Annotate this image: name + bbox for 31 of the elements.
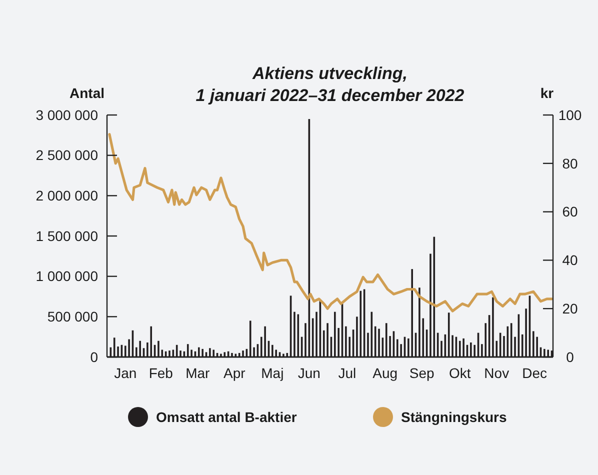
line-series — [108, 133, 554, 312]
y-tick-label: 3 000 000 — [36, 106, 98, 123]
x-tick-label: Okt — [448, 365, 471, 381]
x-tick-label: Feb — [148, 365, 174, 381]
x-tick-label: Apr — [224, 365, 246, 381]
x-tick-label: Nov — [484, 365, 510, 381]
y-tick-label: 1 500 000 — [36, 228, 98, 244]
x-tick-label: Jan — [114, 365, 137, 381]
x-tick-label: Aug — [372, 365, 398, 381]
y-tick-label: 1 000 000 — [36, 268, 98, 284]
y-tick-label: 0 — [90, 348, 98, 365]
y2-axis-title: kr — [540, 85, 554, 101]
legend-label: Omsatt antal B-aktier — [156, 408, 298, 425]
y-axis-title: Antal — [70, 85, 104, 101]
y2-tick-label: 20 — [562, 300, 578, 316]
y-tick-label: 2 500 000 — [36, 147, 98, 164]
y2-tick-label: 60 — [562, 204, 578, 220]
x-tick-label: Jun — [298, 365, 320, 381]
chart-title: Aktiens utveckling, 1 januari 2022–31 december 2022 — [196, 64, 465, 105]
legend-label: Stängningskurs — [401, 408, 508, 425]
y-tick-label: 2 000 000 — [36, 188, 98, 204]
x-tick-label: Mar — [186, 365, 210, 381]
x-tick-label: Sep — [409, 365, 435, 381]
y2-tick-label: 80 — [562, 155, 578, 172]
y2-tick-label: 0 — [566, 348, 574, 365]
y-tick-label: 500 000 — [47, 308, 98, 325]
y2-tick-label: 40 — [562, 252, 578, 268]
x-tick-label: Maj — [261, 365, 284, 381]
x-tick-label: Jul — [338, 365, 356, 381]
x-tick-label: Dec — [522, 365, 548, 381]
y2-tick-label: 100 — [558, 106, 582, 123]
